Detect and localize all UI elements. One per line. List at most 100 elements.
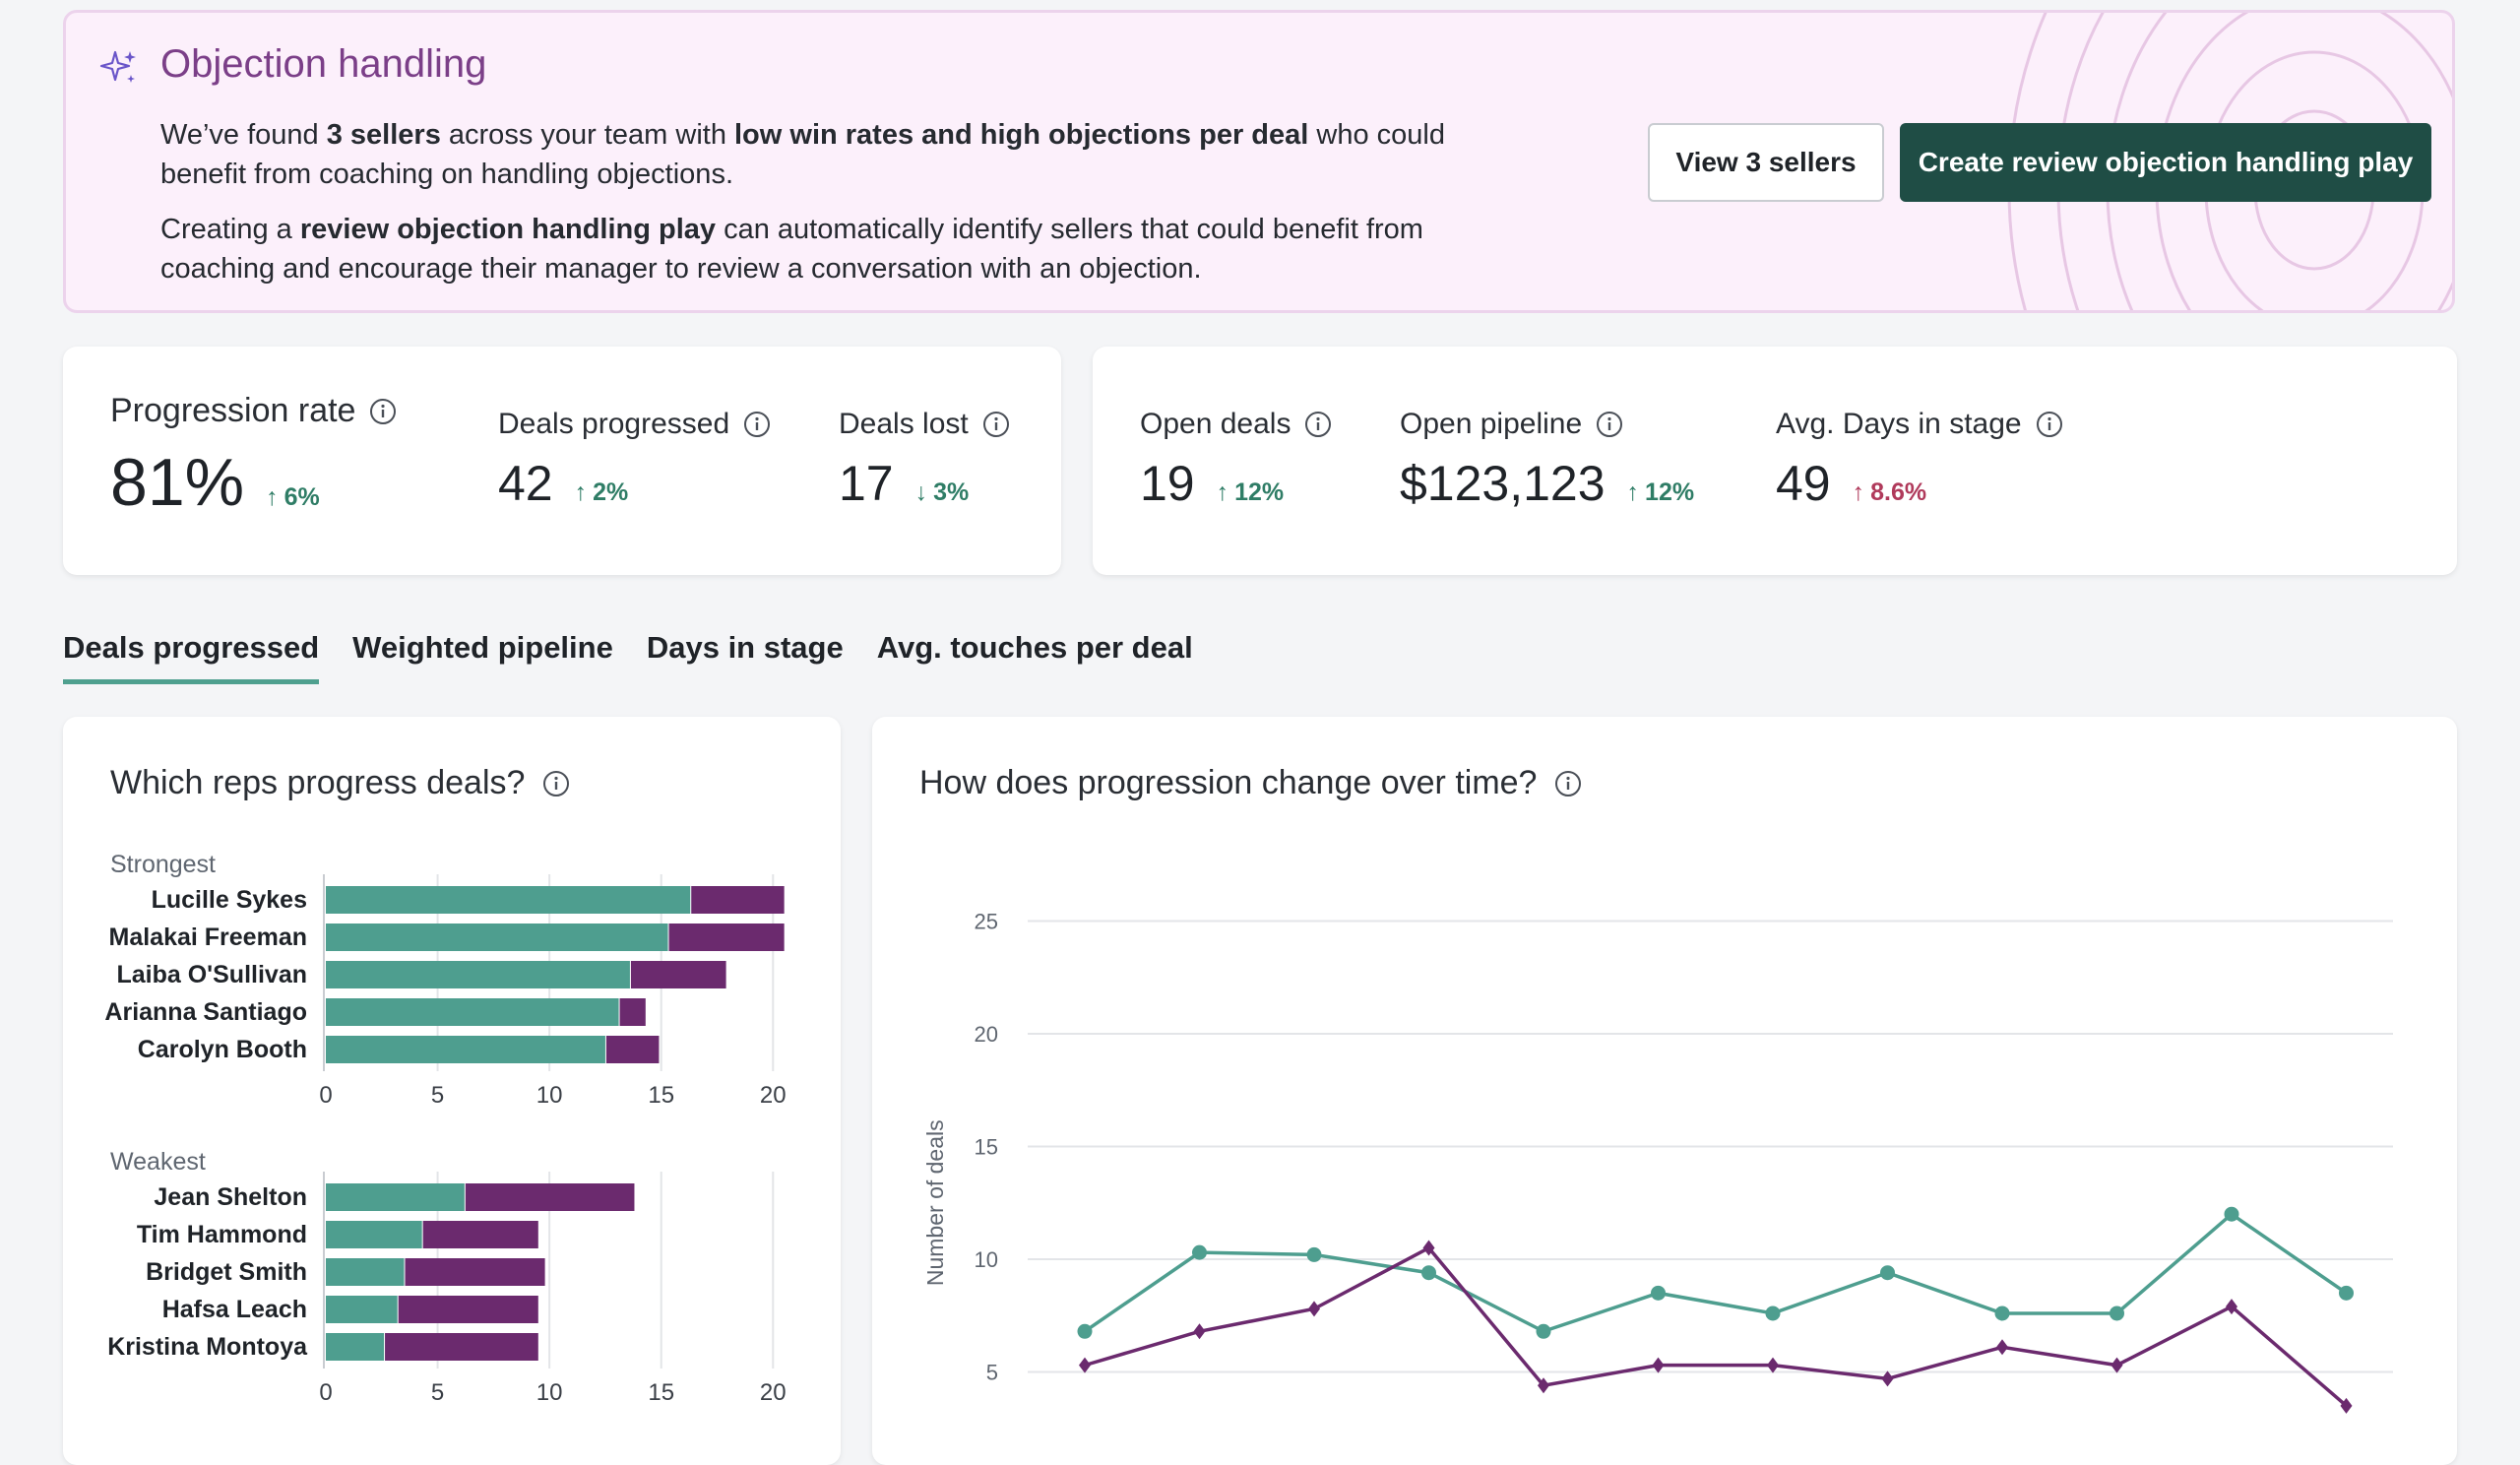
weakest-bar-segment — [326, 1258, 405, 1286]
line-y-tick-label: 15 — [975, 1135, 998, 1160]
strongest-rep-label: Laiba O'Sullivan — [117, 961, 308, 988]
line-point — [1652, 1357, 1665, 1373]
line-point — [1193, 1323, 1206, 1340]
tab-deals-progressed[interactable]: Deals progressed — [63, 630, 320, 684]
strongest-rep-label: Arianna Santiago — [104, 998, 307, 1026]
strongest-tick-label: 20 — [760, 1082, 787, 1109]
info-icon[interactable] — [542, 770, 570, 797]
strongest-tick-label: 5 — [431, 1082, 444, 1109]
weakest-bar-segment — [405, 1258, 545, 1286]
time-panel: How does progression change over time? 5… — [872, 717, 2457, 1465]
sparkle-icon — [99, 50, 136, 83]
metric-deals-progressed: Deals progressed 42 ↑ 2% — [498, 408, 771, 512]
weakest-bar-segment — [385, 1333, 538, 1361]
weakest-bar-segment — [465, 1183, 635, 1211]
metric-label: Open deals — [1140, 408, 1292, 440]
weakest-tick-label: 0 — [319, 1379, 332, 1406]
strongest-rep-label: Malakai Freeman — [109, 924, 308, 951]
strongest-label: Strongest — [110, 851, 217, 878]
create-play-button[interactable]: Create review objection handling play — [1900, 123, 2431, 202]
line-point — [1308, 1301, 1320, 1317]
line-point — [1994, 1306, 2010, 1321]
line-point — [2110, 1306, 2124, 1321]
strongest-tick-label: 10 — [536, 1082, 563, 1109]
progression-line-chart: 5 10 15 20 25 Number of deals — [922, 910, 2393, 1414]
reps-panel: Which reps progress deals? Strongest Luc… — [63, 717, 841, 1465]
weakest-tick-label: 20 — [760, 1379, 787, 1406]
line-point — [1765, 1306, 1781, 1321]
weakest-tick-label: 10 — [536, 1379, 563, 1406]
line-y-tick-label: 5 — [986, 1361, 998, 1385]
line-point — [2340, 1397, 2353, 1414]
info-icon[interactable] — [982, 411, 1010, 438]
tab-weighted-pipeline[interactable]: Weighted pipeline — [352, 630, 613, 665]
strongest-bar-segment — [668, 924, 785, 951]
arrow-down-icon: ↓ — [914, 478, 928, 506]
line-y-axis-label: Number of deals — [922, 1119, 948, 1286]
info-icon[interactable] — [1554, 770, 1582, 797]
info-icon[interactable] — [2036, 411, 2063, 438]
metric-label: Open pipeline — [1400, 408, 1583, 440]
line-point — [1881, 1370, 1894, 1387]
strongest-rep-label: Lucille Sykes — [152, 886, 307, 914]
line-point — [1536, 1323, 1551, 1339]
metric-delta: ↓ 3% — [914, 478, 970, 506]
banner-paragraph-1: We’ve found 3 sellers across your team w… — [160, 119, 1445, 190]
strongest-reps-chart: Lucille Sykes Malakai Freeman Laiba O'Sull… — [104, 874, 787, 1109]
metric-progression-rate: Progression rate 81% ↑ 6% — [110, 392, 397, 521]
weakest-rep-label: Tim Hammond — [137, 1221, 307, 1248]
weakest-rep-label: Jean Shelton — [154, 1183, 307, 1211]
info-icon[interactable] — [1304, 411, 1332, 438]
line-point — [2226, 1299, 2237, 1315]
metric-value: 81% — [110, 445, 245, 520]
weakest-bar-segment — [398, 1296, 538, 1323]
info-icon[interactable] — [369, 398, 397, 425]
strongest-bar-segment — [619, 998, 646, 1026]
line-point — [1996, 1339, 2008, 1356]
metric-delta: ↑ 2% — [574, 478, 629, 506]
line-point — [1421, 1265, 1436, 1281]
line-point — [1651, 1285, 1666, 1301]
line-point — [1077, 1323, 1093, 1339]
metric-delta: ↑ 6% — [266, 483, 320, 511]
arrow-up-icon: ↑ — [1626, 478, 1640, 506]
line-point — [1422, 1240, 1435, 1256]
objection-handling-banner: Objection handling We’ve found 3 sellers… — [63, 10, 2455, 313]
weakest-rep-label: Kristina Montoya — [107, 1333, 308, 1361]
metric-delta: ↑ 12% — [1216, 478, 1285, 506]
weakest-rep-label: Bridget Smith — [146, 1258, 307, 1286]
line-point — [1538, 1377, 1549, 1394]
weakest-tick-label: 15 — [648, 1379, 674, 1406]
time-panel-title: How does progression change over time? — [919, 764, 1538, 801]
weakest-reps-chart: Jean Shelton Tim Hammond Bridget Smith Hafs… — [107, 1172, 787, 1406]
view-sellers-button[interactable]: View 3 sellers — [1648, 123, 1884, 202]
banner-paragraph-2: Creating a review objection handling pla… — [160, 214, 1423, 285]
reps-panel-title: Which reps progress deals? — [110, 764, 526, 801]
line-point — [1079, 1357, 1091, 1373]
line-point — [2339, 1285, 2354, 1301]
strongest-bar-segment — [326, 961, 630, 988]
weakest-label: Weakest — [110, 1148, 206, 1176]
metric-deals-lost: Deals lost 17 ↓ 3% — [839, 408, 1010, 512]
weakest-tick-label: 5 — [431, 1379, 444, 1406]
metric-delta: ↑ 8.6% — [1852, 478, 1927, 506]
strongest-bar-segment — [326, 886, 691, 914]
metric-value: 42 — [498, 456, 553, 511]
weakest-bar-segment — [422, 1221, 538, 1248]
line-point — [1192, 1244, 1207, 1260]
strongest-tick-label: 0 — [319, 1082, 332, 1109]
weakest-rep-label: Hafsa Leach — [162, 1296, 307, 1323]
line-y-tick-label: 25 — [975, 910, 998, 934]
line-y-tick-label: 20 — [975, 1022, 998, 1047]
info-icon[interactable] — [1596, 411, 1623, 438]
metric-label: Avg. Days in stage — [1776, 408, 2022, 440]
tab-avg-touches[interactable]: Avg. touches per deal — [876, 630, 1193, 665]
pipeline-metrics-card: Open deals 19 ↑ 12% Open pipeline $123,123… — [1093, 347, 2457, 575]
line-point — [2110, 1357, 2123, 1373]
weakest-bar-segment — [326, 1221, 422, 1248]
metric-label: Progression rate — [110, 392, 356, 429]
strongest-bar-segment — [691, 886, 785, 914]
banner-title: Objection handling — [160, 42, 487, 86]
info-icon[interactable] — [743, 411, 771, 438]
tab-days-in-stage[interactable]: Days in stage — [646, 630, 844, 665]
